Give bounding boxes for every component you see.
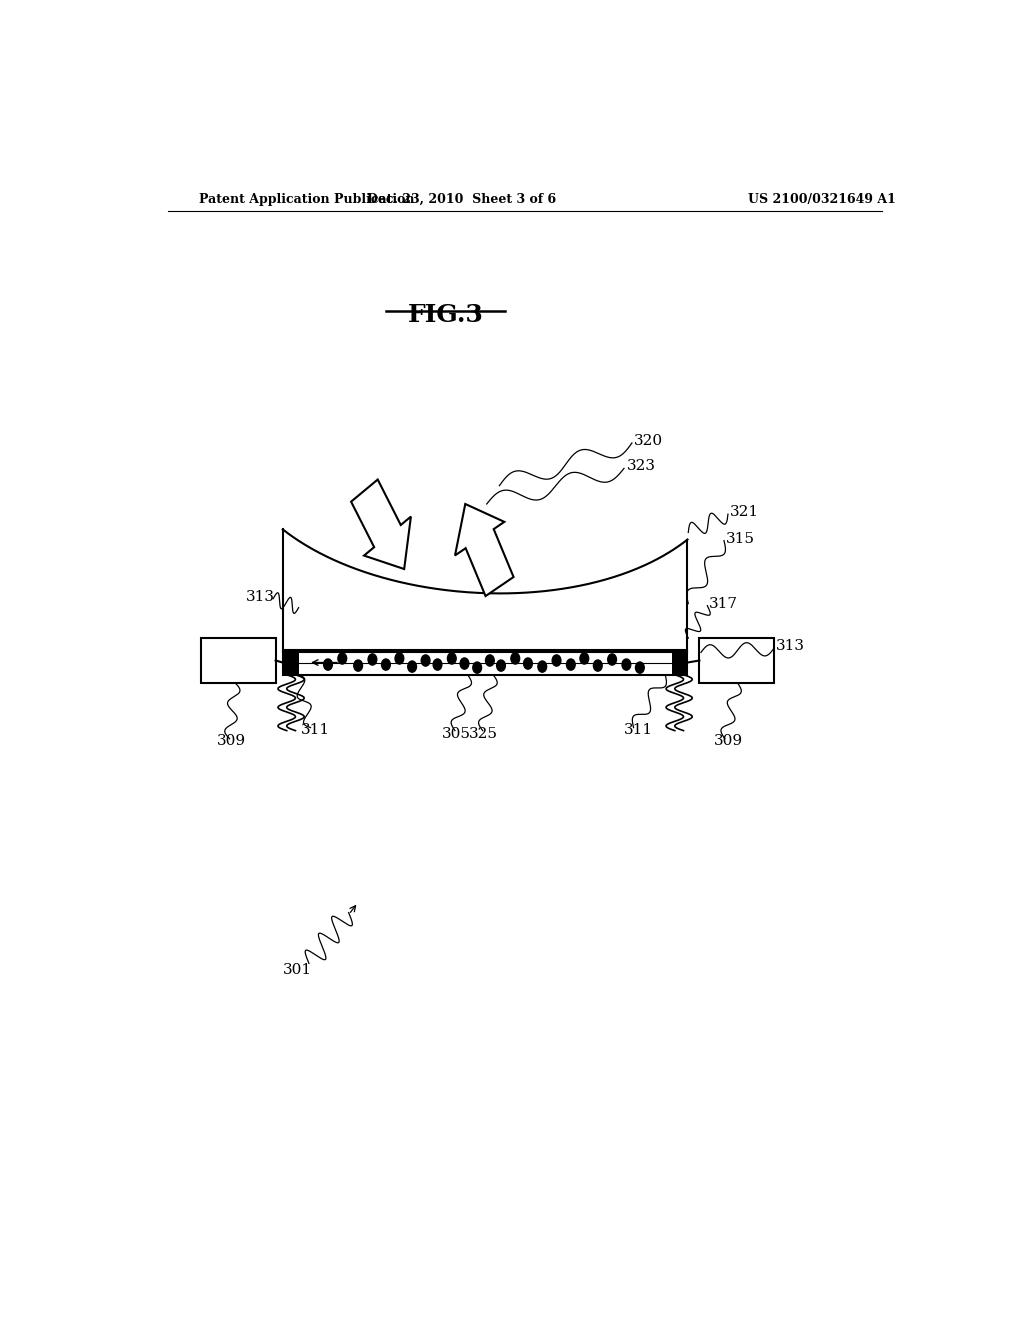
Circle shape [485, 655, 495, 667]
Circle shape [421, 655, 430, 667]
Text: 320: 320 [634, 434, 664, 447]
Circle shape [607, 653, 616, 665]
Text: 301: 301 [283, 962, 312, 977]
Circle shape [636, 663, 644, 673]
Text: 311: 311 [301, 722, 330, 737]
Bar [283, 651, 299, 675]
Bar [672, 651, 687, 675]
Circle shape [353, 660, 362, 671]
Circle shape [338, 653, 347, 664]
Circle shape [566, 659, 575, 671]
Circle shape [447, 653, 456, 664]
Circle shape [460, 657, 469, 669]
Text: 309: 309 [714, 734, 742, 748]
Circle shape [408, 661, 417, 672]
Text: 311: 311 [624, 722, 653, 737]
Circle shape [395, 653, 403, 664]
Text: Dec. 23, 2010  Sheet 3 of 6: Dec. 23, 2010 Sheet 3 of 6 [367, 193, 556, 206]
Circle shape [382, 659, 390, 671]
Text: FIG.3: FIG.3 [408, 302, 483, 327]
Polygon shape [455, 504, 514, 597]
Circle shape [324, 659, 333, 671]
Text: 313: 313 [246, 590, 274, 603]
Bar [699, 638, 774, 682]
Circle shape [523, 657, 532, 669]
Circle shape [433, 659, 442, 671]
Text: 321: 321 [729, 506, 759, 519]
Circle shape [580, 653, 589, 664]
Polygon shape [351, 479, 411, 569]
Bar [201, 638, 275, 682]
Text: 323: 323 [627, 459, 655, 474]
Text: US 2100/0321649 A1: US 2100/0321649 A1 [749, 193, 896, 206]
Text: 317: 317 [709, 597, 738, 611]
Text: 313: 313 [775, 639, 805, 653]
Circle shape [497, 660, 506, 671]
Bar [283, 651, 687, 675]
Text: 325: 325 [469, 727, 499, 741]
Circle shape [594, 660, 602, 671]
Circle shape [511, 653, 519, 664]
Circle shape [552, 655, 561, 667]
Circle shape [473, 663, 481, 673]
Text: Patent Application Publication: Patent Application Publication [200, 193, 415, 206]
Circle shape [538, 661, 547, 672]
Text: 315: 315 [726, 532, 755, 545]
Circle shape [622, 659, 631, 671]
Circle shape [368, 653, 377, 665]
Text: 305: 305 [441, 727, 470, 741]
Text: 309: 309 [217, 734, 246, 748]
